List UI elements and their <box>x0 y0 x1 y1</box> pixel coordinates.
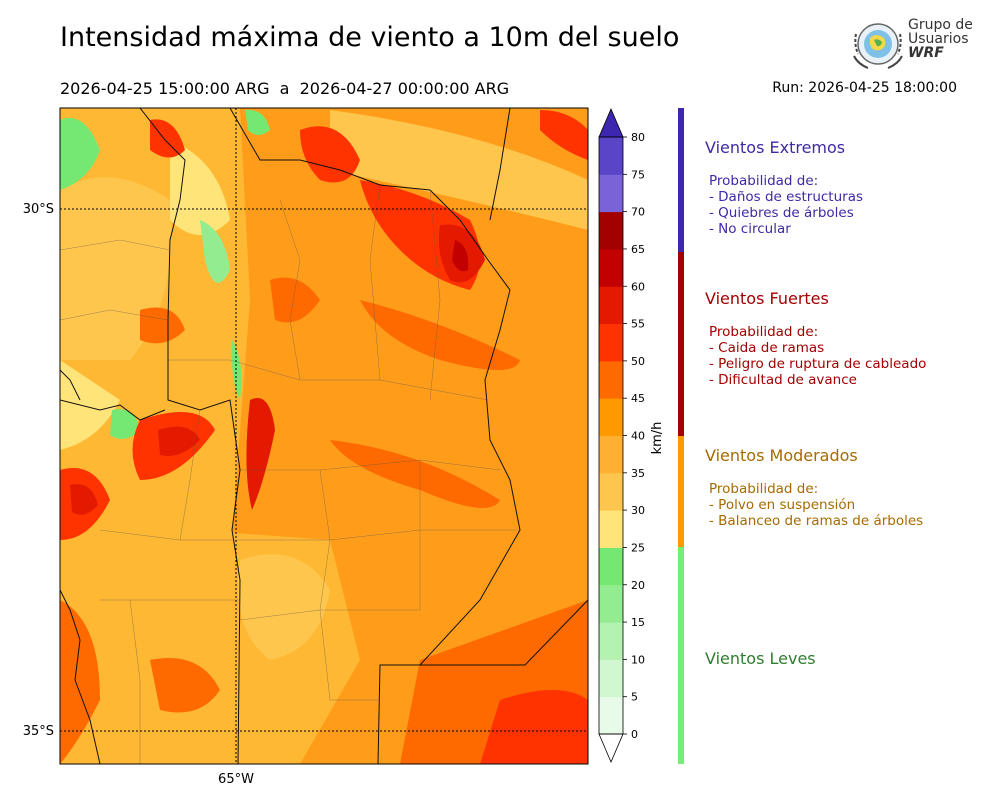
colorbar-segment <box>599 435 623 474</box>
colorbar-tick-label: 55 <box>631 318 645 331</box>
legend-extreme-item: - Daños de estructuras <box>709 189 864 205</box>
colorbar-segment <box>599 174 623 213</box>
logo-line-1: Grupo de <box>908 17 973 33</box>
legend-strip-segment <box>678 436 684 547</box>
forecast-period: 2026-04-25 15:00:00 ARG a 2026-04-27 00:… <box>60 79 510 98</box>
wrf-logo: Grupo de Usuarios WRF <box>848 16 973 72</box>
colorbar-segment <box>599 472 623 511</box>
colorbar-segment <box>599 398 623 436</box>
legend-strong-title: Vientos Fuertes <box>705 289 829 308</box>
colorbar-segment <box>599 137 623 175</box>
colorbar-segment <box>599 211 623 250</box>
colorbar-segment <box>599 323 623 362</box>
colorbar-tick-label: 20 <box>631 579 645 592</box>
colorbar-tick-label: 60 <box>631 280 645 293</box>
legend-moderate: Vientos Moderados Probabilidad de: - Pol… <box>705 446 923 529</box>
legend-moderate-item: - Polvo en suspensión <box>709 497 856 513</box>
legend-extreme: Vientos Extremos Probabilidad de: - Daño… <box>705 138 863 237</box>
globe-icon <box>853 23 903 69</box>
legend-color-strip <box>678 108 684 764</box>
legend-strip-segment <box>678 108 684 252</box>
legend-strong-item: - Dificultad de avance <box>709 372 857 388</box>
colorbar-tick-label: 15 <box>631 616 645 629</box>
lat-label-30s: 30°S <box>23 202 54 217</box>
colorbar-unit-label: km/h <box>650 422 665 455</box>
legend-moderate-item: - Balanceo de ramas de árboles <box>709 513 924 529</box>
legend-moderate-subtitle: Probabilidad de: <box>709 481 819 497</box>
lon-label-65w: 65°W <box>218 772 254 787</box>
legend-extreme-subtitle: Probabilidad de: <box>709 173 819 189</box>
colorbar-tick-label: 35 <box>631 467 645 480</box>
graticule <box>60 108 588 764</box>
legend-strong-item: - Peligro de ruptura de cableado <box>709 356 927 372</box>
legend-strong: Vientos Fuertes Probabilidad de: - Caida… <box>705 289 926 388</box>
map-title: Intensidad máxima de viento a 10m del su… <box>60 22 680 53</box>
lat-label-35s: 35°S <box>23 724 54 739</box>
legend-light: Vientos Leves <box>705 649 816 668</box>
colorbar-tick-label: 50 <box>631 355 645 368</box>
colorbar-tick-label: 75 <box>631 168 645 181</box>
province-borders <box>60 108 588 764</box>
department-borders <box>60 184 520 764</box>
wind-field <box>60 108 588 764</box>
logo-text: Grupo de Usuarios WRF <box>908 18 973 60</box>
colorbar-segment <box>599 659 623 698</box>
colorbar-tick-label: 40 <box>631 430 645 443</box>
colorbar: 0 5 10 15 20 25 30 35 40 45 50 55 60 65 70 75 80 <box>598 107 645 764</box>
colorbar-tick-label: 5 <box>631 691 638 704</box>
colorbar-segment <box>599 248 623 287</box>
colorbar-segment <box>599 622 623 660</box>
legend-strip-segment <box>678 547 684 764</box>
legend-light-title: Vientos Leves <box>705 649 816 668</box>
colorbar-tick-label: 0 <box>631 728 638 741</box>
colorbar-tick-label: 80 <box>631 131 645 144</box>
colorbar-segment <box>599 510 623 548</box>
legend-strong-item: - Caida de ramas <box>709 340 825 356</box>
colorbar-segment <box>599 547 623 586</box>
legend-strip-segment <box>678 252 684 436</box>
run-timestamp: Run: 2026-04-25 18:00:00 <box>772 80 957 96</box>
legend-extreme-item: - Quiebres de árboles <box>709 205 854 221</box>
colorbar-tick-label: 25 <box>631 541 645 554</box>
colorbar-under-arrow <box>598 733 624 764</box>
colorbar-segment <box>599 360 623 399</box>
legend-moderate-title: Vientos Moderados <box>705 446 858 465</box>
legend-extreme-item: - No circular <box>709 221 791 237</box>
map-frame <box>59 107 589 765</box>
logo-line-3: WRF <box>908 45 944 61</box>
logo-line-2: Usuarios <box>908 31 969 47</box>
colorbar-tick-label: 30 <box>631 504 645 517</box>
legend-extreme-title: Vientos Extremos <box>705 138 846 157</box>
colorbar-tick-label: 70 <box>631 206 645 219</box>
legend-strong-subtitle: Probabilidad de: <box>709 324 819 340</box>
colorbar-tick-label: 45 <box>631 392 645 405</box>
colorbar-tick-label: 65 <box>631 243 645 256</box>
colorbar-over-arrow <box>598 107 624 138</box>
colorbar-segment <box>599 286 623 325</box>
colorbar-segment <box>599 584 623 623</box>
colorbar-tick-label: 10 <box>631 653 645 666</box>
colorbar-segment <box>599 696 623 735</box>
